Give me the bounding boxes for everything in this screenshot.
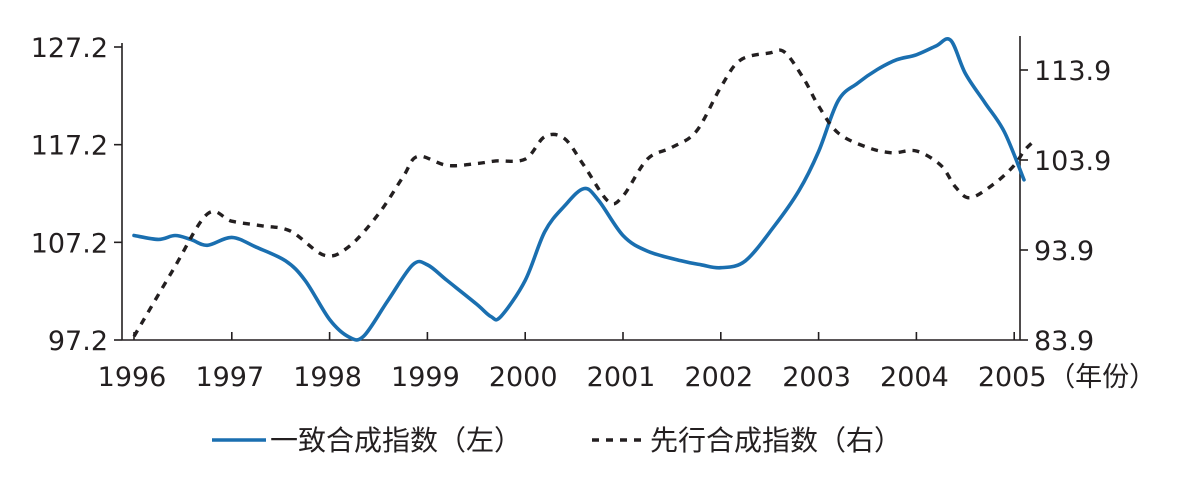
left-tick-label: 97.2 — [48, 326, 108, 357]
x-tick-label: 1997 — [195, 362, 264, 393]
x-tick-label: 1998 — [293, 362, 362, 393]
x-unit-label: （年份） — [1048, 362, 1156, 393]
legend: 一致合成指数（左） 先行合成指数（右） — [212, 424, 902, 457]
x-tick-label: 2002 — [684, 362, 753, 393]
legend-label-coincident: 一致合成指数（左） — [270, 424, 522, 457]
x-tick-label: 1999 — [391, 362, 460, 393]
left-tick-label: 107.2 — [31, 228, 108, 259]
left-tick-label: 117.2 — [31, 131, 108, 162]
right-tick-label: 93.9 — [1034, 236, 1094, 267]
right-tick-label: 113.9 — [1034, 56, 1111, 87]
axes-group: 127.2 117.2 107.2 97.2 113.9 103.9 93.9 83.9 199… — [31, 33, 1156, 393]
x-tick-label: 2004 — [880, 362, 949, 393]
x-tick-label: 2003 — [782, 362, 851, 393]
right-tick-label: 103.9 — [1034, 146, 1111, 177]
x-tick-label: 2000 — [489, 362, 558, 393]
coincident-index-line — [132, 37, 1026, 342]
x-tick-label: 1996 — [98, 362, 167, 393]
x-tick-label: 2001 — [587, 362, 656, 393]
series-group — [132, 37, 1036, 342]
legend-label-leading: 先行合成指数（右） — [650, 424, 902, 457]
leading-index-line — [132, 48, 1036, 338]
right-tick-label: 83.9 — [1034, 326, 1094, 357]
x-tick-label: 2005 — [978, 362, 1047, 393]
left-tick-label: 127.2 — [31, 33, 108, 64]
